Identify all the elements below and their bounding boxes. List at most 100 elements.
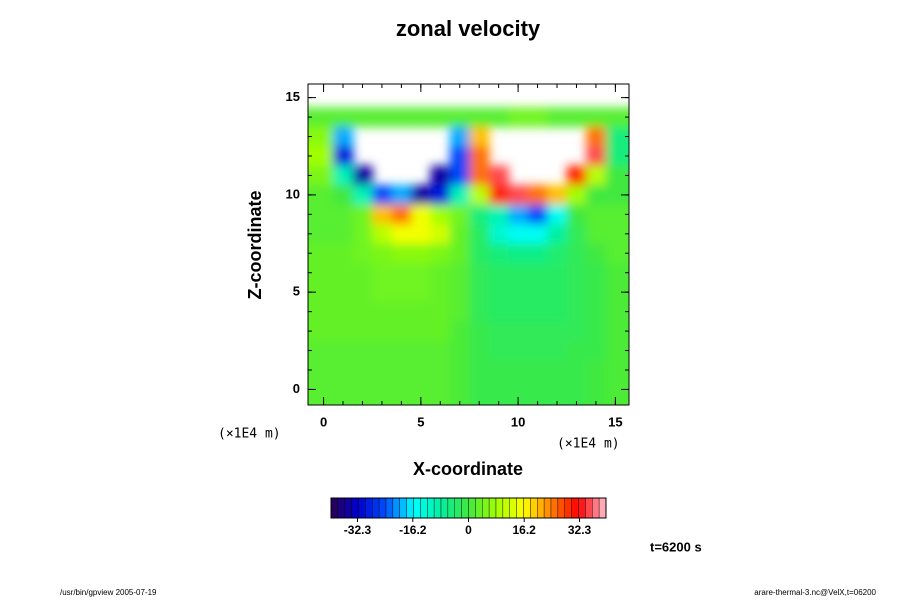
heatmap-cell bbox=[586, 107, 607, 128]
heatmap-cell bbox=[508, 379, 529, 405]
heatmap-cell bbox=[391, 340, 412, 361]
x-tick-label: 5 bbox=[417, 414, 424, 429]
heatmap-cell bbox=[308, 301, 334, 322]
heatmap-cell bbox=[469, 107, 490, 128]
colorbar-segment bbox=[358, 497, 366, 519]
heatmap-cell bbox=[527, 243, 548, 264]
heatmap-cell bbox=[411, 224, 432, 245]
y-tick-label: 10 bbox=[286, 186, 300, 201]
heatmap-cell bbox=[333, 340, 354, 361]
heatmap-cell bbox=[430, 243, 451, 264]
heatmap-cell bbox=[469, 126, 490, 147]
heatmap-cell bbox=[391, 224, 412, 245]
colorbar-tick-label: 32.3 bbox=[568, 523, 592, 537]
heatmap-cell bbox=[547, 107, 568, 128]
heatmap-cell bbox=[488, 301, 509, 322]
heatmap-cell bbox=[308, 224, 334, 245]
heatmap-cell bbox=[450, 107, 470, 128]
y-tick-label: 5 bbox=[293, 284, 300, 299]
heatmap-cell bbox=[430, 204, 451, 225]
heatmap-cell bbox=[586, 224, 607, 245]
heatmap-cell bbox=[308, 321, 334, 342]
colorbar-segment bbox=[592, 497, 600, 519]
colorbar-segment bbox=[509, 497, 517, 519]
colorbar-segment bbox=[406, 497, 414, 519]
colorbar-segment bbox=[337, 497, 345, 519]
heatmap-cell bbox=[488, 243, 509, 264]
x-unit: (×1E4 m) bbox=[557, 437, 620, 452]
heatmap-cell bbox=[605, 262, 629, 283]
heatmap-cell bbox=[547, 224, 568, 245]
heatmap-cell bbox=[333, 360, 354, 381]
colorbar-segment bbox=[578, 497, 586, 519]
plot-frame bbox=[307, 83, 630, 406]
heatmap-cell bbox=[333, 243, 354, 264]
colorbar-segment bbox=[372, 497, 380, 519]
heatmap-cell bbox=[450, 321, 470, 342]
heatmap-cell bbox=[605, 282, 629, 303]
heatmap-cell bbox=[450, 262, 470, 283]
heatmap-cell bbox=[566, 379, 587, 405]
heatmap-cell bbox=[450, 243, 470, 264]
heatmap-cell bbox=[308, 379, 334, 405]
heatmap-cell bbox=[430, 360, 451, 381]
colorbar-segment bbox=[433, 497, 442, 519]
x-tick-label: 10 bbox=[511, 414, 525, 429]
heatmap-cell bbox=[586, 301, 607, 322]
heatmap-cell bbox=[430, 262, 451, 283]
heatmap-cell bbox=[430, 224, 451, 245]
heatmap-cell bbox=[547, 282, 568, 303]
footer-right: arare-thermal-3.nc@VelX,t=06200 bbox=[754, 588, 876, 597]
colorbar-segment bbox=[585, 497, 593, 519]
heatmap-cell bbox=[527, 282, 548, 303]
x-axis-label: X-coordinate bbox=[413, 459, 523, 479]
heatmap-cell bbox=[586, 243, 607, 264]
heatmap-cell bbox=[508, 185, 529, 206]
heatmap-cell bbox=[605, 224, 629, 245]
heatmap-cell bbox=[372, 185, 393, 206]
heatmap-cell bbox=[333, 126, 354, 147]
heatmap-cell bbox=[605, 301, 629, 322]
colorbar-segment bbox=[399, 497, 407, 519]
heatmap-cell bbox=[430, 165, 451, 186]
heatmap-cell bbox=[450, 146, 470, 167]
heatmap-cell bbox=[391, 185, 412, 206]
colorbar-segment bbox=[495, 497, 504, 519]
heatmap-cell bbox=[333, 321, 354, 342]
heatmap-cell bbox=[606, 10, 665, 69]
heatmap-cell bbox=[333, 146, 354, 167]
heatmap-cell bbox=[333, 262, 354, 283]
heatmap-cell bbox=[352, 360, 373, 381]
heatmap-cell bbox=[586, 10, 606, 69]
heatmap-cell bbox=[605, 204, 629, 225]
heatmap-cell bbox=[411, 243, 432, 264]
heatmap-cell bbox=[469, 243, 490, 264]
heatmap-cell bbox=[372, 262, 393, 283]
colorbar-segment bbox=[454, 497, 462, 519]
heatmap-cell bbox=[372, 301, 393, 322]
heatmap-cell bbox=[488, 165, 509, 186]
heatmap-cell bbox=[527, 107, 548, 128]
heatmap-cell bbox=[605, 185, 629, 206]
heatmap-cell bbox=[391, 243, 412, 264]
heatmap-cell bbox=[352, 107, 373, 128]
heatmap-cell bbox=[430, 340, 451, 361]
colorbar-segment bbox=[378, 497, 387, 519]
colorbar-segment bbox=[543, 497, 552, 519]
heatmap-cell bbox=[333, 185, 354, 206]
heatmap-cell bbox=[308, 340, 334, 361]
x-tick-label: 15 bbox=[608, 414, 622, 429]
heatmap-cell bbox=[391, 204, 412, 225]
colorbar-segment bbox=[530, 497, 538, 519]
heatmap-cell bbox=[411, 321, 432, 342]
heatmap-cell bbox=[391, 360, 412, 381]
heatmap-cell bbox=[488, 107, 509, 128]
heatmap-cell bbox=[566, 340, 587, 361]
chart-title: zonal velocity bbox=[396, 16, 541, 41]
heatmap-cell bbox=[605, 165, 629, 186]
heatmap-cell bbox=[566, 165, 587, 186]
heatmap-cell bbox=[411, 379, 432, 405]
heatmap-cell bbox=[527, 340, 548, 361]
heatmap-cell bbox=[586, 165, 607, 186]
